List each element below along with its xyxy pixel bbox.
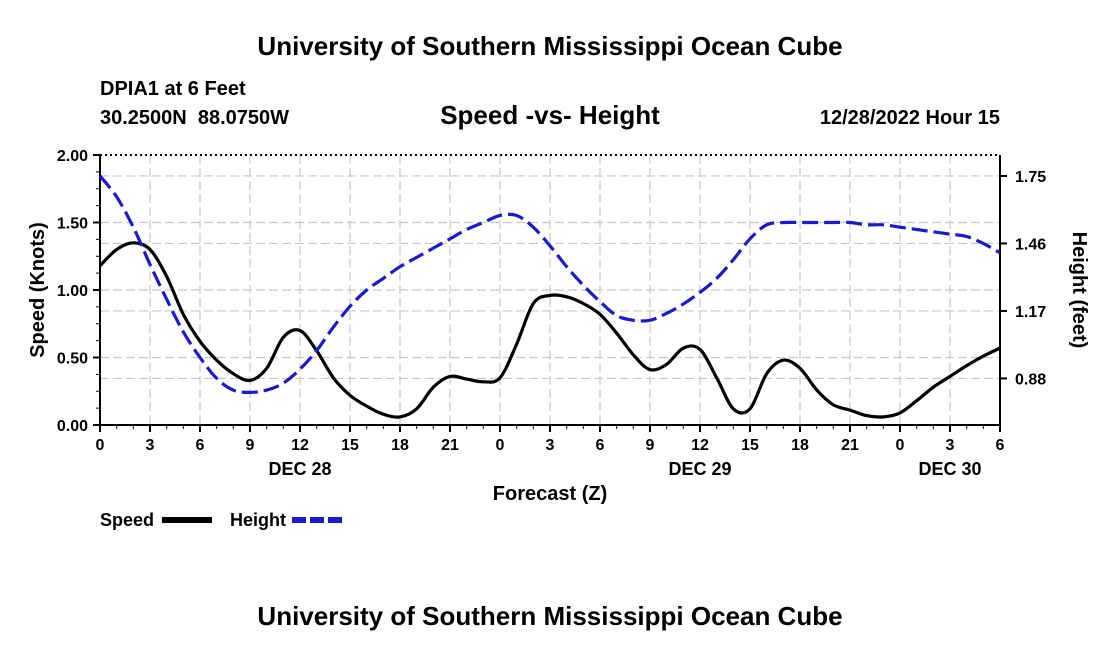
y2-axis-label: Height (feet) xyxy=(1068,232,1090,349)
y2-tick-label: 1.75 xyxy=(1015,169,1046,186)
height-series-line xyxy=(98,174,1001,394)
x-tick-label: 18 xyxy=(391,437,409,454)
legend-height-label: Height xyxy=(230,510,286,530)
legend: Speed Height xyxy=(100,510,342,530)
x-tick-label: 0 xyxy=(896,437,905,454)
grid-lines xyxy=(100,155,1000,425)
x-axis-label: Forecast (Z) xyxy=(493,483,607,505)
chart-title: Speed -vs- Height xyxy=(440,100,660,130)
y2-tick-label: 1.46 xyxy=(1015,236,1046,253)
coordinates-label: 30.2500N 88.0750W xyxy=(100,107,289,129)
y-tick-label: 2.00 xyxy=(57,148,88,165)
y-axis-label: Speed (Knots) xyxy=(27,222,49,358)
footer-title: University of Southern Mississippi Ocean… xyxy=(257,601,842,631)
forecast-datetime: 12/28/2022 Hour 15 xyxy=(820,107,1000,129)
x-tick-label: 6 xyxy=(996,437,1005,454)
x-tick-label: 9 xyxy=(646,437,655,454)
speed-series-line xyxy=(98,241,1001,419)
x-tick-label: 21 xyxy=(441,437,459,454)
page-title: University of Southern Mississippi Ocean… xyxy=(257,31,842,61)
x-tick-label: 15 xyxy=(741,437,759,454)
y-tick-label: 0.50 xyxy=(57,351,88,368)
x-tick-label: 6 xyxy=(196,437,205,454)
x-tick-label: 0 xyxy=(96,437,105,454)
x-tick-label: 3 xyxy=(546,437,555,454)
series-layer xyxy=(98,174,1001,419)
legend-speed-label: Speed xyxy=(100,510,154,530)
y-tick-label: 1.50 xyxy=(57,216,88,233)
station-label: DPIA1 at 6 Feet xyxy=(100,78,246,100)
x-tick-label: 12 xyxy=(291,437,309,454)
x-tick-label: 3 xyxy=(946,437,955,454)
y2-tick-label: 1.17 xyxy=(1015,304,1046,321)
x-tick-label: 9 xyxy=(246,437,255,454)
date-label: DEC 28 xyxy=(268,459,331,479)
y-tick-label: 1.00 xyxy=(57,283,88,300)
x-tick-label: 6 xyxy=(596,437,605,454)
x-tick-label: 0 xyxy=(496,437,505,454)
x-tick-label: 3 xyxy=(146,437,155,454)
date-label: DEC 30 xyxy=(918,459,981,479)
date-label: DEC 29 xyxy=(668,459,731,479)
x-tick-label: 18 xyxy=(791,437,809,454)
axes: 0 3 6 9 12 15 18 21 0 3 6 9 12 15 18 21 0 3 6 DEC 28 DEC 29 D… xyxy=(57,148,1046,479)
y-tick-label: 0.00 xyxy=(57,418,88,435)
y2-tick-label: 0.88 xyxy=(1015,371,1046,388)
x-tick-label: 12 xyxy=(691,437,709,454)
x-tick-label: 21 xyxy=(841,437,859,454)
x-tick-label: 15 xyxy=(341,437,359,454)
